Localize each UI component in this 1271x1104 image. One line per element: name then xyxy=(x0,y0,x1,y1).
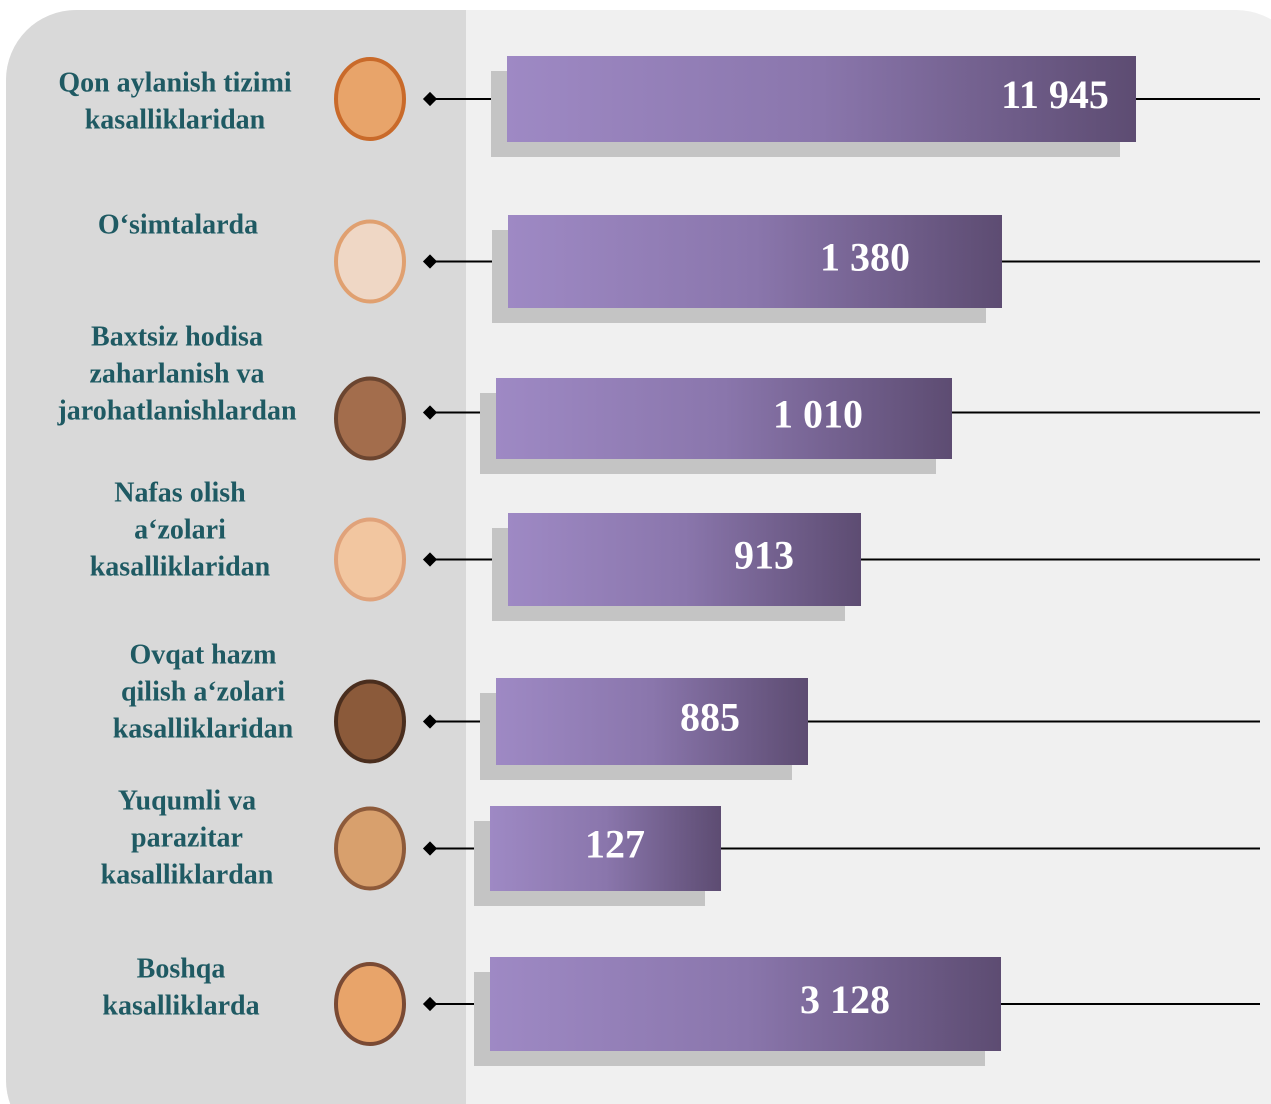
value: 913 xyxy=(734,533,794,578)
label: Nafas olish xyxy=(114,477,246,508)
value: 127 xyxy=(585,822,645,867)
label: Qon aylanish tizimi xyxy=(58,67,292,98)
label: Yuqumli va xyxy=(118,785,256,816)
label: kasalliklaridan xyxy=(85,104,266,135)
icon xyxy=(336,222,404,302)
icon xyxy=(336,379,404,459)
icon xyxy=(336,964,404,1044)
infographic: 11 945 Qon aylanish tizimi kasalliklaridan… xyxy=(0,0,1271,1104)
value: 1 010 xyxy=(773,392,863,437)
label: Ovqat hazm xyxy=(130,639,277,670)
label: jarohatlanishlardan xyxy=(56,395,297,426)
bar xyxy=(490,957,1001,1051)
label: kasalliklarda xyxy=(102,990,259,1021)
label: zaharlanish va xyxy=(89,358,264,389)
bar xyxy=(508,513,861,606)
bar xyxy=(496,378,952,459)
value: 885 xyxy=(680,695,740,740)
value: 1 380 xyxy=(820,235,910,280)
icon xyxy=(336,682,404,762)
label: Boshqa xyxy=(137,953,226,984)
label: kasalliklardan xyxy=(101,859,274,890)
label: qilish a‘zolari xyxy=(121,676,285,707)
icon xyxy=(336,520,404,600)
icon xyxy=(336,809,404,889)
value: 11 945 xyxy=(1001,72,1109,117)
bar xyxy=(496,678,808,765)
label: parazitar xyxy=(131,822,243,853)
label: kasalliklaridan xyxy=(113,713,294,744)
value: 3 128 xyxy=(800,977,890,1022)
label: Baxtsiz hodisa xyxy=(91,321,263,352)
label: O‘simtalarda xyxy=(98,209,258,240)
label: a‘zolari xyxy=(134,514,226,545)
label: kasalliklaridan xyxy=(90,551,271,582)
icon xyxy=(336,59,404,139)
bar xyxy=(508,215,1002,308)
